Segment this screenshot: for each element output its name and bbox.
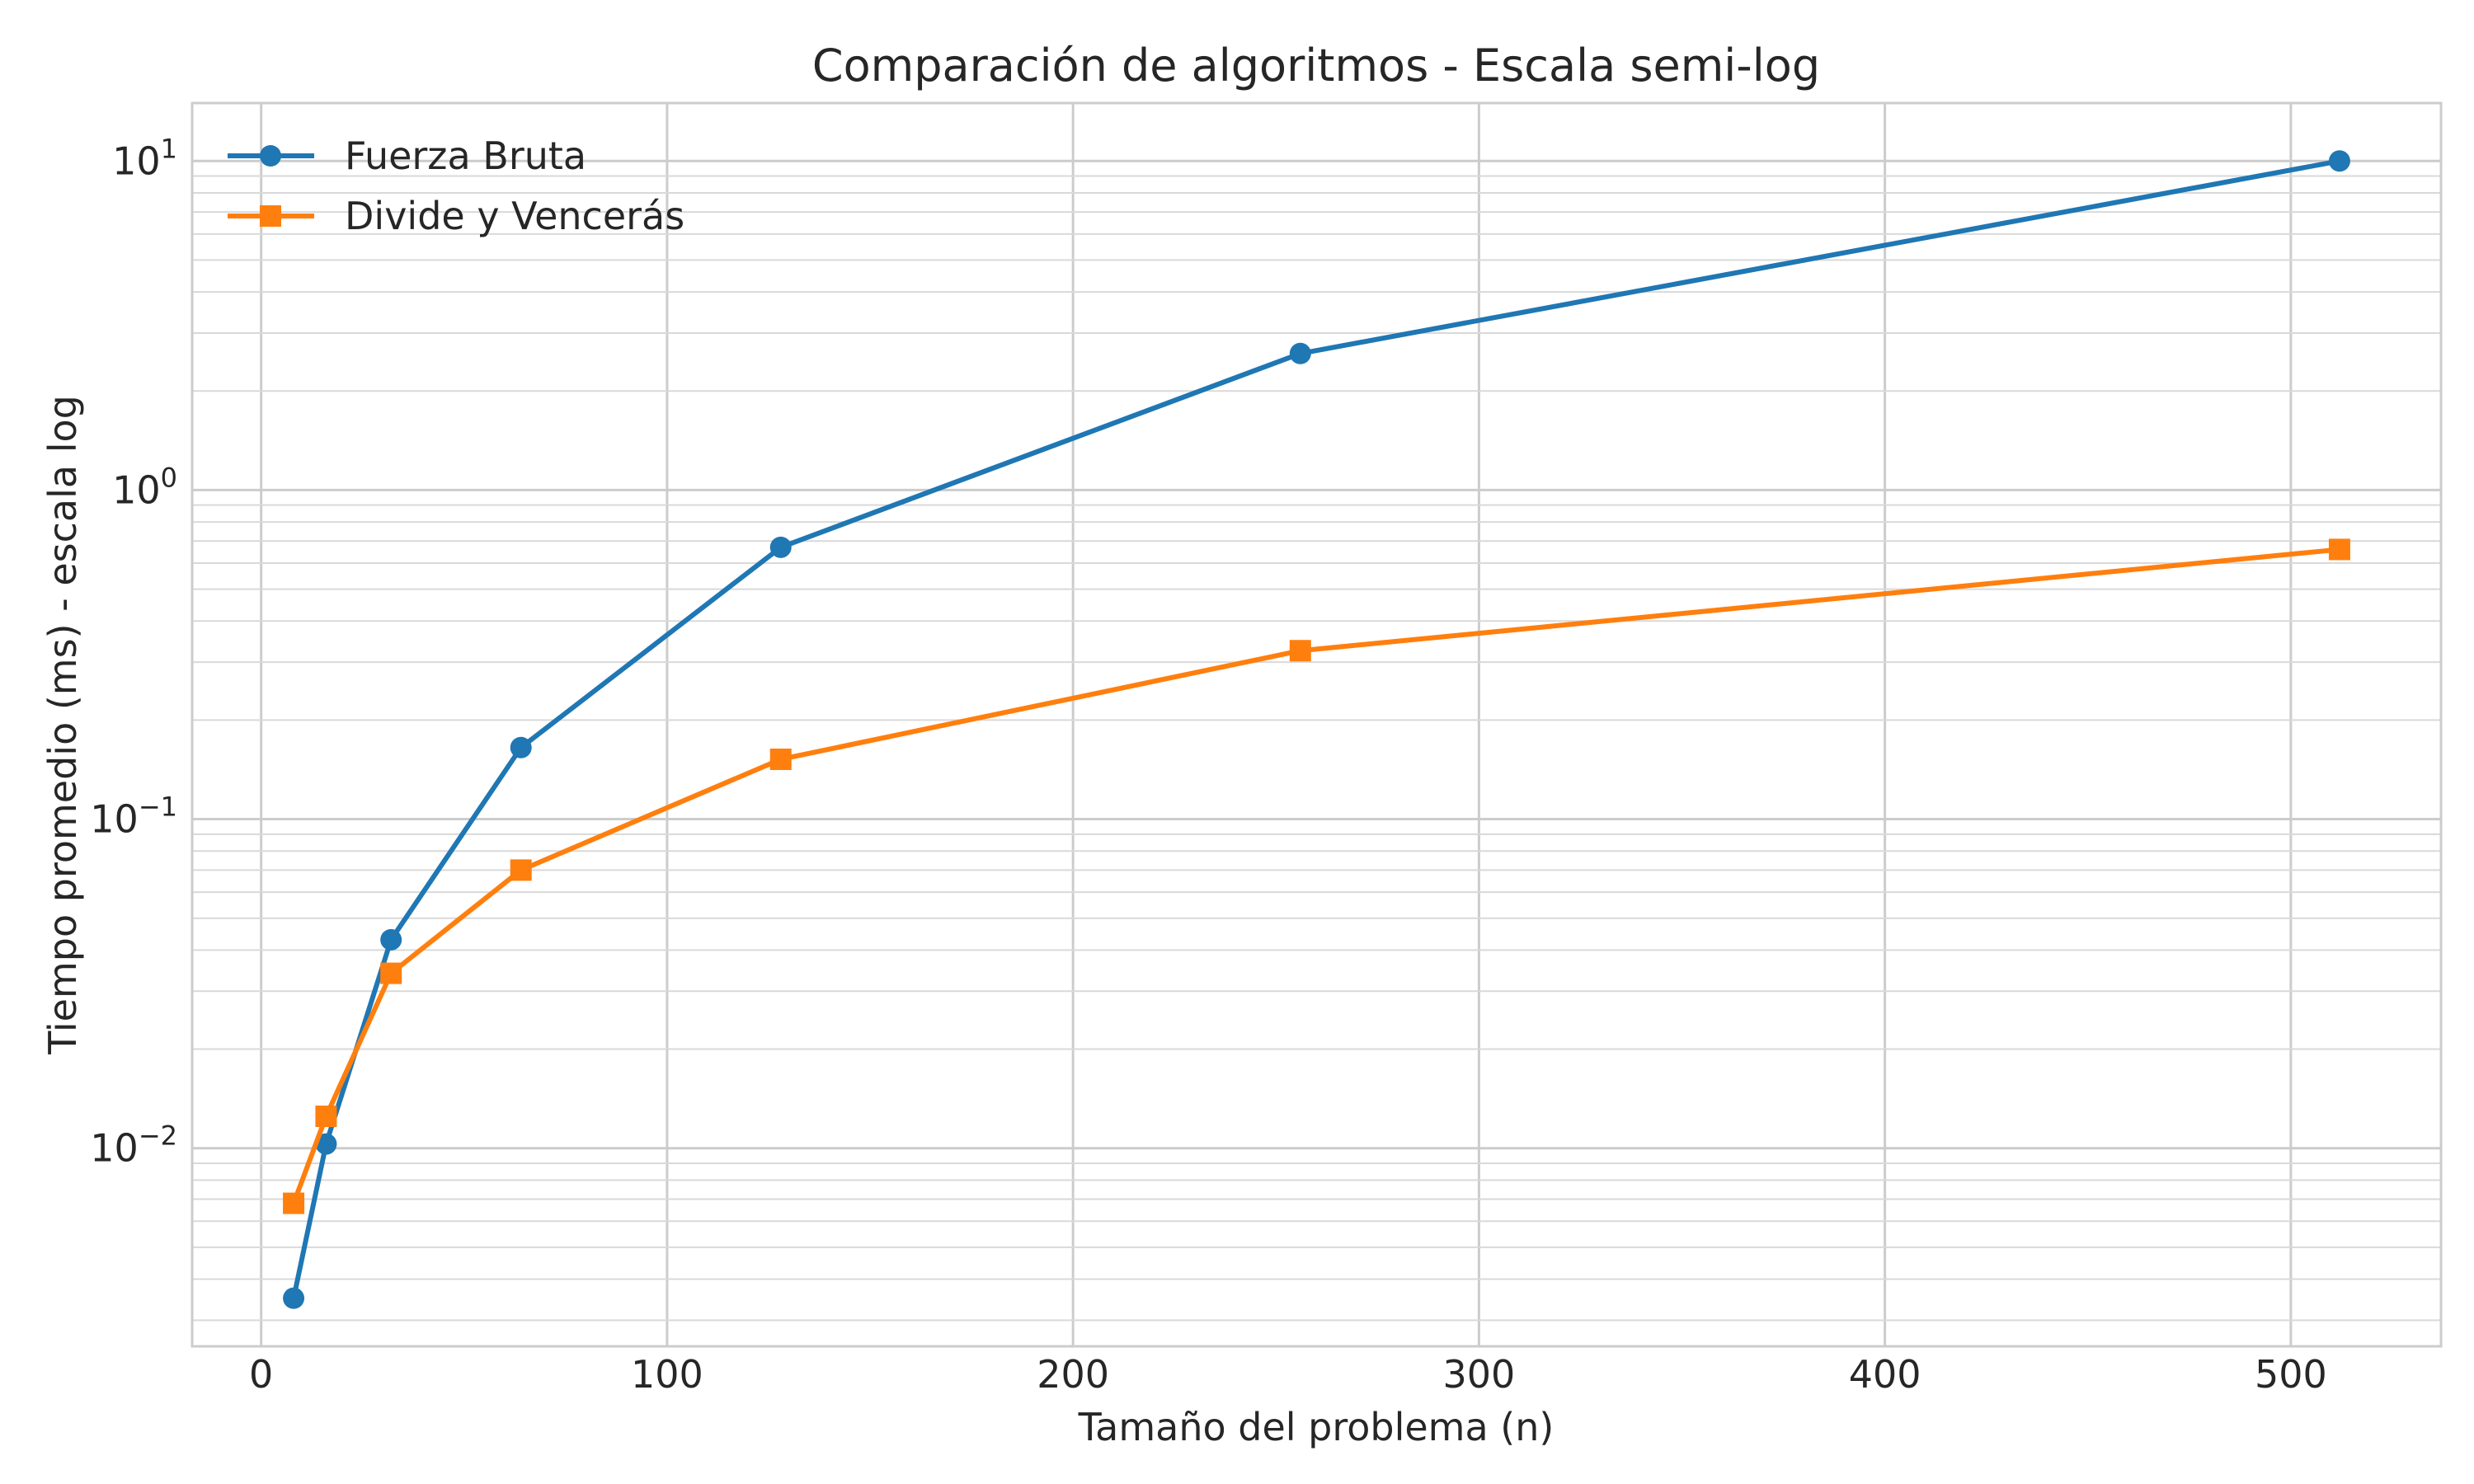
data-point <box>769 536 792 558</box>
x-tick-label: 500 <box>2255 1352 2327 1397</box>
series-line <box>291 158 2342 1301</box>
x-tick-label: 300 <box>1442 1352 1515 1397</box>
x-tick-labels: 0 100 200 300 400 500 <box>249 1352 2327 1397</box>
x-tick-label: 100 <box>631 1352 703 1397</box>
grid <box>192 103 2441 1346</box>
y-tick-label: 10−1 <box>90 791 177 842</box>
plot-frame <box>190 101 2443 1348</box>
legend-marker <box>260 205 281 227</box>
data-point <box>2328 150 2350 172</box>
legend-entry: Fuerza Bruta <box>228 134 586 178</box>
legend-marker <box>260 145 281 167</box>
legend-label: Fuerza Bruta <box>345 134 586 178</box>
legend-label: Divide y Vencerás <box>345 194 684 238</box>
data-point <box>1289 640 1311 662</box>
x-tick-label: 400 <box>1849 1352 1921 1397</box>
data-point <box>283 1287 305 1309</box>
x-tick-label: 200 <box>1037 1352 1109 1397</box>
series-divide-y-venceras <box>283 538 2350 1214</box>
data-point <box>315 1106 337 1128</box>
data-point <box>510 736 532 758</box>
y-tick-label: 101 <box>112 133 177 183</box>
data-point <box>769 748 792 770</box>
data-point <box>283 1192 305 1214</box>
y-tick-label: 100 <box>112 462 177 512</box>
data-point <box>2328 538 2350 561</box>
y-tick-labels: 101 100 10−1 10−2 <box>90 133 177 1170</box>
data-point <box>315 1133 337 1155</box>
series-line <box>291 547 2342 1206</box>
y-axis-label: Tiempo promedio (ms) - escala log <box>40 395 85 1055</box>
data-point <box>1289 342 1311 364</box>
legend: Fuerza Bruta Divide y Vencerás <box>228 134 684 238</box>
data-point <box>380 928 402 951</box>
x-tick-label: 0 <box>249 1352 273 1397</box>
series-fuerza-bruta <box>283 150 2350 1309</box>
data-point <box>510 859 532 881</box>
legend-entry: Divide y Vencerás <box>228 194 684 238</box>
chart-title: Comparación de algoritmos - Escala semi-… <box>812 40 1820 92</box>
x-axis-label: Tamaño del problema (n) <box>1078 1405 1554 1449</box>
data-point <box>380 962 402 984</box>
y-tick-label: 10−2 <box>90 1120 177 1171</box>
series-layer <box>283 150 2350 1309</box>
